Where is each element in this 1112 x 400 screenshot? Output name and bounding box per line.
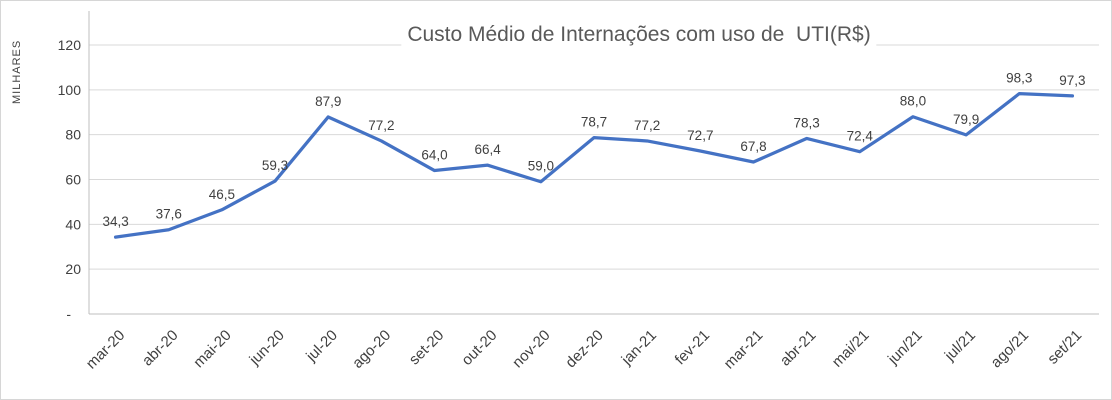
data-label: 79,9 bbox=[953, 112, 979, 127]
data-label: 97,3 bbox=[1059, 73, 1085, 88]
data-label: 34,3 bbox=[102, 214, 128, 229]
data-label: 98,3 bbox=[1006, 71, 1032, 86]
data-label: 64,0 bbox=[421, 148, 447, 163]
x-axis-label: dez-20 bbox=[562, 327, 606, 371]
data-label: 59,0 bbox=[528, 159, 554, 174]
x-axis-label: jul/21 bbox=[941, 327, 979, 365]
data-label: 59,3 bbox=[262, 158, 288, 173]
x-axis-label: mai-20 bbox=[190, 327, 234, 371]
x-axis-label: mar-21 bbox=[721, 327, 767, 373]
data-label: 77,2 bbox=[634, 118, 660, 133]
x-axis-label: jun-20 bbox=[246, 327, 288, 369]
y-axis-tick-label: 20 bbox=[65, 261, 81, 277]
x-axis-label: jan-21 bbox=[618, 327, 660, 369]
x-axis-label: nov-20 bbox=[509, 327, 553, 371]
x-axis-label: fev-21 bbox=[672, 327, 714, 369]
y-axis-title: MILHARES bbox=[11, 39, 23, 105]
data-label: 72,7 bbox=[687, 128, 713, 143]
y-axis-tick-label: 80 bbox=[65, 127, 81, 143]
x-axis-label: mai/21 bbox=[829, 327, 873, 371]
data-label: 66,4 bbox=[475, 142, 502, 157]
y-axis-tick-label: - bbox=[66, 306, 71, 322]
x-axis-label: ago/21 bbox=[988, 327, 1032, 371]
chart-title: Custo Médio de Internações com uso de UT… bbox=[401, 23, 877, 47]
data-label: 78,7 bbox=[581, 115, 607, 130]
x-axis-label: mar-20 bbox=[83, 327, 129, 373]
x-axis-label: set-20 bbox=[406, 327, 448, 369]
data-label: 78,3 bbox=[793, 115, 819, 130]
data-label: 37,6 bbox=[156, 207, 182, 222]
x-axis-label: jul-20 bbox=[302, 327, 341, 366]
x-axis-label: abr-20 bbox=[139, 327, 182, 370]
data-label: 87,9 bbox=[315, 94, 341, 109]
y-axis-tick-label: 40 bbox=[65, 216, 81, 232]
x-axis-label: out-20 bbox=[458, 327, 500, 369]
data-label: 46,5 bbox=[209, 187, 235, 202]
y-axis-tick-label: 120 bbox=[58, 37, 82, 53]
data-label: 88,0 bbox=[900, 94, 926, 109]
data-label: 77,2 bbox=[368, 118, 394, 133]
x-axis-label: set/21 bbox=[1044, 327, 1085, 368]
data-label: 67,8 bbox=[740, 139, 766, 154]
x-axis-label: abr-21 bbox=[777, 327, 820, 370]
series-line bbox=[113, 92, 1075, 239]
x-axis-label: ago-20 bbox=[349, 327, 394, 372]
y-axis-tick-label: 100 bbox=[58, 82, 82, 98]
y-axis-tick-label: 60 bbox=[65, 172, 81, 188]
data-label: 72,4 bbox=[847, 129, 874, 144]
x-axis-label: jun/21 bbox=[884, 327, 926, 369]
